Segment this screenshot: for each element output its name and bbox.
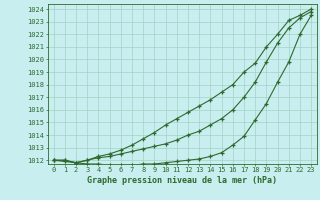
X-axis label: Graphe pression niveau de la mer (hPa): Graphe pression niveau de la mer (hPa) <box>87 176 277 185</box>
